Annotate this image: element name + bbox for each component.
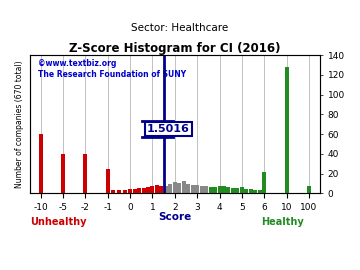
Bar	[213, 187, 217, 194]
Bar	[191, 185, 195, 194]
Bar	[164, 185, 168, 194]
Bar	[137, 188, 141, 194]
Bar	[208, 187, 213, 194]
Bar	[182, 181, 186, 194]
Bar	[61, 154, 65, 194]
Bar	[150, 185, 154, 194]
Text: The Research Foundation of SUNY: The Research Foundation of SUNY	[38, 70, 186, 79]
Bar	[159, 185, 163, 194]
Text: Sector: Healthcare: Sector: Healthcare	[131, 23, 229, 33]
Bar	[155, 185, 159, 194]
Bar	[200, 185, 204, 194]
Bar	[146, 187, 150, 194]
Bar	[173, 182, 177, 194]
Bar	[222, 185, 226, 194]
Bar	[204, 185, 208, 194]
Bar	[111, 190, 116, 194]
Bar	[132, 188, 136, 194]
Bar	[141, 188, 145, 194]
Bar	[168, 184, 172, 194]
Bar	[84, 154, 87, 194]
Bar	[186, 184, 190, 194]
Y-axis label: Number of companies (670 total): Number of companies (670 total)	[15, 60, 24, 188]
Bar	[122, 190, 127, 194]
X-axis label: Score: Score	[158, 212, 192, 222]
Bar	[195, 185, 199, 194]
Bar	[262, 172, 266, 194]
Bar	[258, 190, 262, 194]
Bar	[284, 129, 289, 194]
Bar	[217, 185, 221, 194]
Bar	[226, 187, 230, 194]
Text: Unhealthy: Unhealthy	[30, 217, 87, 227]
Bar	[240, 187, 244, 194]
Text: ©www.textbiz.org: ©www.textbiz.org	[38, 59, 117, 68]
Bar	[106, 169, 110, 194]
Bar	[244, 188, 248, 194]
Bar	[231, 188, 235, 194]
Text: 1.5016: 1.5016	[147, 124, 190, 134]
Title: Z-Score Histogram for CI (2016): Z-Score Histogram for CI (2016)	[69, 42, 280, 55]
Bar	[177, 183, 181, 194]
Bar	[39, 134, 43, 194]
Bar	[249, 188, 253, 194]
Bar	[253, 190, 257, 194]
Bar	[117, 190, 121, 194]
Text: Healthy: Healthy	[261, 217, 304, 227]
Bar	[307, 185, 311, 194]
Bar	[235, 188, 239, 194]
Bar	[128, 188, 132, 194]
Bar	[285, 67, 289, 194]
